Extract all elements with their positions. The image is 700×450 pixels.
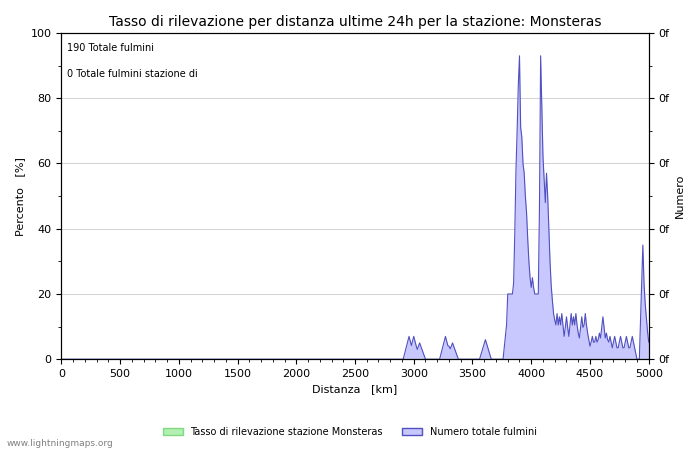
Legend: Tasso di rilevazione stazione Monsteras, Numero totale fulmini: Tasso di rilevazione stazione Monsteras,…	[160, 423, 540, 441]
Text: 190 Totale fulmini: 190 Totale fulmini	[67, 43, 154, 53]
Text: 0 Totale fulmini stazione di: 0 Totale fulmini stazione di	[67, 69, 198, 79]
Y-axis label: Percento   [%]: Percento [%]	[15, 157, 25, 235]
Y-axis label: Numero: Numero	[675, 174, 685, 218]
Title: Tasso di rilevazione per distanza ultime 24h per la stazione: Monsteras: Tasso di rilevazione per distanza ultime…	[108, 15, 601, 29]
Text: www.lightningmaps.org: www.lightningmaps.org	[7, 439, 113, 448]
X-axis label: Distanza   [km]: Distanza [km]	[312, 384, 398, 395]
